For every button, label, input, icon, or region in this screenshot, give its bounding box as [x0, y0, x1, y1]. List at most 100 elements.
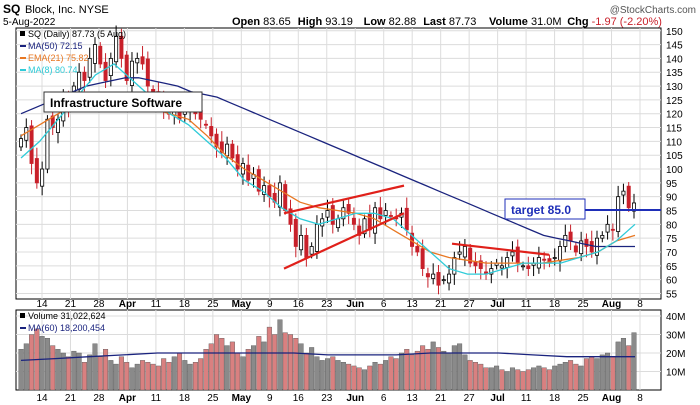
volume-bar: [462, 354, 468, 391]
candle-body: [283, 184, 288, 211]
candle-body: [309, 246, 314, 255]
volume-bar: [161, 358, 167, 391]
volume-bar: [198, 358, 204, 391]
candle-body: [140, 56, 145, 65]
candle-body: [441, 279, 446, 282]
volume-bar: [240, 356, 246, 391]
legend-volume-marker: [20, 313, 25, 318]
candle-body: [499, 265, 504, 269]
volume-bar: [39, 336, 45, 391]
volume-bar: [44, 338, 50, 391]
volume-bar: [562, 362, 568, 391]
trendline: [283, 212, 405, 270]
volume-bar: [541, 367, 547, 391]
price-axis: 55 60 65 70 75 80 85 90 95 100 105 110 115 120 125 130 1…: [666, 27, 683, 301]
quote-chg: Chg -1.97 (-2.20%): [567, 16, 662, 28]
volume-bar: [457, 343, 463, 391]
candle-body: [378, 207, 383, 220]
volume-bar: [134, 363, 140, 391]
candle-body: [18, 138, 23, 148]
x-tick-label-bottom: 25: [207, 393, 219, 404]
candle-body: [415, 246, 420, 253]
legend-ma8: MA(8) 80.74: [28, 65, 78, 75]
volume-bar: [546, 369, 552, 391]
candle-body: [589, 241, 594, 253]
volume-bar: [615, 341, 621, 391]
volume-bar: [166, 362, 172, 391]
price-tick-label: 75: [666, 234, 678, 245]
x-tick-label: 21: [65, 299, 77, 310]
x-tick-label: 23: [321, 299, 333, 310]
volume-bar: [483, 367, 489, 391]
price-tick-label: 100: [666, 165, 683, 176]
price-tick-label: 110: [666, 137, 682, 148]
x-tick-label-bottom: 18: [549, 393, 561, 404]
volume-bar: [325, 358, 331, 391]
candle-body: [510, 251, 515, 257]
legend-vol-ma: MA(60) 18,200,454: [28, 323, 105, 333]
volume-bar: [504, 371, 510, 391]
x-tick-label-bottom: 23: [321, 393, 333, 404]
price-tick-label: 120: [666, 110, 683, 121]
company-name: Block, Inc. NYSE: [25, 4, 109, 16]
volume-bar: [113, 363, 119, 391]
volume-bar: [626, 345, 632, 391]
volume-bar: [224, 345, 230, 391]
volume-bar: [536, 365, 542, 391]
price-tick-label: 80: [666, 220, 678, 231]
price-legend: SQ (Daily) 87.73 (5 Aug) MA(50) 72.15 EM…: [20, 29, 126, 75]
candle-body: [225, 143, 230, 157]
volume-bar: [298, 343, 304, 391]
x-tick-label: 21: [435, 299, 447, 310]
price-tick-label: 70: [666, 248, 678, 259]
volume-bar: [97, 356, 103, 391]
candle-body: [256, 169, 261, 192]
volume-bar: [140, 360, 146, 391]
candle-body: [98, 45, 103, 65]
x-tick-label: Apr: [119, 299, 136, 310]
quote-open: Open 83.65: [232, 16, 291, 28]
legend-volume: Volume 31,022,624: [28, 311, 106, 321]
x-tick-label: 14: [36, 299, 48, 310]
volume-bar: [531, 367, 537, 391]
volume-bar: [235, 352, 241, 391]
volume-bar: [182, 360, 188, 391]
x-axis-bottom: 14 21 28 Apr 11 18 25 May 9 16 23 Jun 6 13 21 27 Jul 11 18…: [36, 393, 643, 404]
candle-body: [325, 210, 330, 218]
volume-bar: [282, 332, 288, 391]
candle-body: [515, 246, 520, 264]
candle-body: [124, 54, 129, 81]
volume-bar: [515, 369, 521, 391]
x-tick-label-bottom: Aug: [602, 393, 621, 404]
candle-body: [336, 218, 341, 229]
volume-bar: [335, 360, 341, 391]
candle-body: [29, 125, 34, 164]
volume-bar: [261, 341, 267, 391]
volume-bar: [251, 345, 257, 391]
volume-bar: [610, 356, 616, 391]
candle-body: [214, 133, 219, 148]
x-tick-label-bottom: 18: [179, 393, 191, 404]
x-tick-label-bottom: 16: [293, 393, 305, 404]
volume-bar: [272, 334, 278, 391]
volume-bar: [620, 338, 626, 391]
x-tick-label-bottom: 21: [435, 393, 447, 404]
volume-bar: [29, 334, 35, 391]
target-box: [504, 198, 586, 220]
price-tick-label: 145: [666, 41, 683, 52]
x-tick-label: 9: [267, 299, 273, 310]
x-tick-label-bottom: 11: [151, 393, 162, 404]
volume-bar: [383, 360, 389, 391]
x-tick-label: 28: [93, 299, 105, 310]
volume-bar: [346, 363, 352, 391]
x-axis-top: 14 21 28 Apr 11 18 25 May 9 16 23 Jun 6 13 21 27 Jul 11 18…: [36, 299, 643, 310]
candle-body: [425, 273, 430, 278]
price-tick-label: 125: [666, 96, 683, 107]
volume-bar: [361, 369, 367, 391]
volume-bar: [425, 349, 431, 391]
volume-bar: [150, 363, 156, 391]
candle-body: [431, 273, 436, 279]
candle-body: [293, 218, 298, 247]
volume-bar: [76, 352, 82, 391]
x-tick-label-bottom: May: [232, 393, 252, 404]
